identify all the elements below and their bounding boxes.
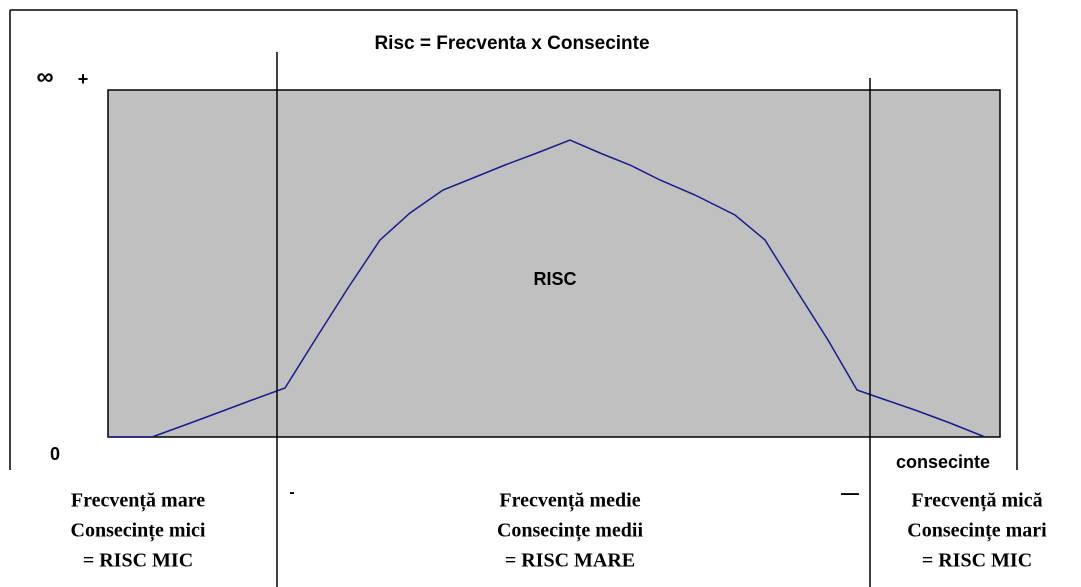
zone-line: = RISC MIC [83,550,193,572]
title: Risc = Frecventa x Consecinte [374,33,649,54]
zone-line: = RISC MIC [922,550,1032,572]
zone-line: Consecințe mici [71,520,206,543]
zone-line: = RISC MARE [505,550,635,572]
risk-curve [108,139,986,438]
plus-label: + [78,69,89,89]
zone-line: Frecvență mare [71,490,205,513]
marker-right: — [841,483,859,503]
zone-line: Consecințe mari [907,520,1047,543]
zones: Frecvență mare Consecințe mici = RISC MIC F… [71,490,1048,572]
zero-label: 0 [50,444,60,464]
zone-line: Frecvență medie [499,490,640,513]
infinity-label: ∞ [36,63,53,90]
risk-area [107,89,1001,438]
zone-line: Consecințe medii [497,520,644,543]
marker-left: - [289,484,294,501]
area-label: RISC [533,269,576,289]
x-axis-label: consecinte [896,452,990,472]
zone-line: Frecvență mică [911,490,1042,513]
frame [9,9,1018,470]
